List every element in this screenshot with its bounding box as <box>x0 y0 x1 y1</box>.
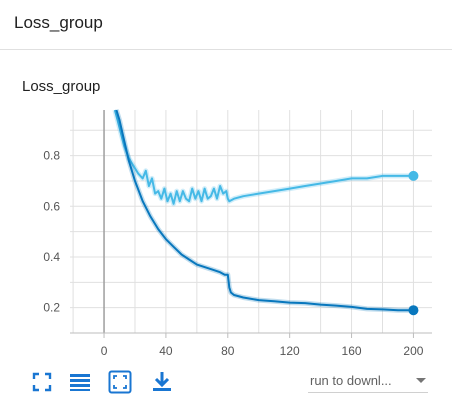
x-tick-label: 0 <box>101 344 108 358</box>
series-line-1 <box>113 109 414 205</box>
x-tick-label: 160 <box>342 344 362 358</box>
x-tick-label: 120 <box>280 344 300 358</box>
fit-domain-icon[interactable] <box>108 370 132 394</box>
y-tick-label: 0.6 <box>43 199 60 213</box>
download-icon[interactable] <box>150 370 174 394</box>
x-tick-label: 40 <box>159 344 173 358</box>
run-select[interactable]: run to downl... <box>308 371 428 393</box>
series-endpoint-2 <box>408 305 419 316</box>
fullscreen-icon[interactable] <box>30 370 54 394</box>
group-title: Loss_group <box>14 13 103 32</box>
chart-card-title: Loss_group <box>22 78 101 95</box>
series-band-2 <box>114 109 414 313</box>
y-tick-label: 0.8 <box>43 149 60 163</box>
group-header[interactable]: Loss_group <box>0 0 452 50</box>
list-icon[interactable] <box>68 370 92 394</box>
run-select-label: run to downl... <box>310 373 392 388</box>
x-tick-label: 80 <box>221 344 235 358</box>
chevron-down-icon <box>416 378 426 383</box>
series-endpoint-1 <box>408 170 419 181</box>
y-tick-label: 0.2 <box>43 301 60 315</box>
series-line-2 <box>115 109 414 312</box>
x-tick-label: 200 <box>403 344 423 358</box>
loss-chart[interactable]: 0 40 80 120 160 200 0.2 0.4 0.6 0.8 <box>0 0 452 360</box>
series-band-1 <box>112 109 414 207</box>
y-tick-label: 0.4 <box>43 250 60 264</box>
